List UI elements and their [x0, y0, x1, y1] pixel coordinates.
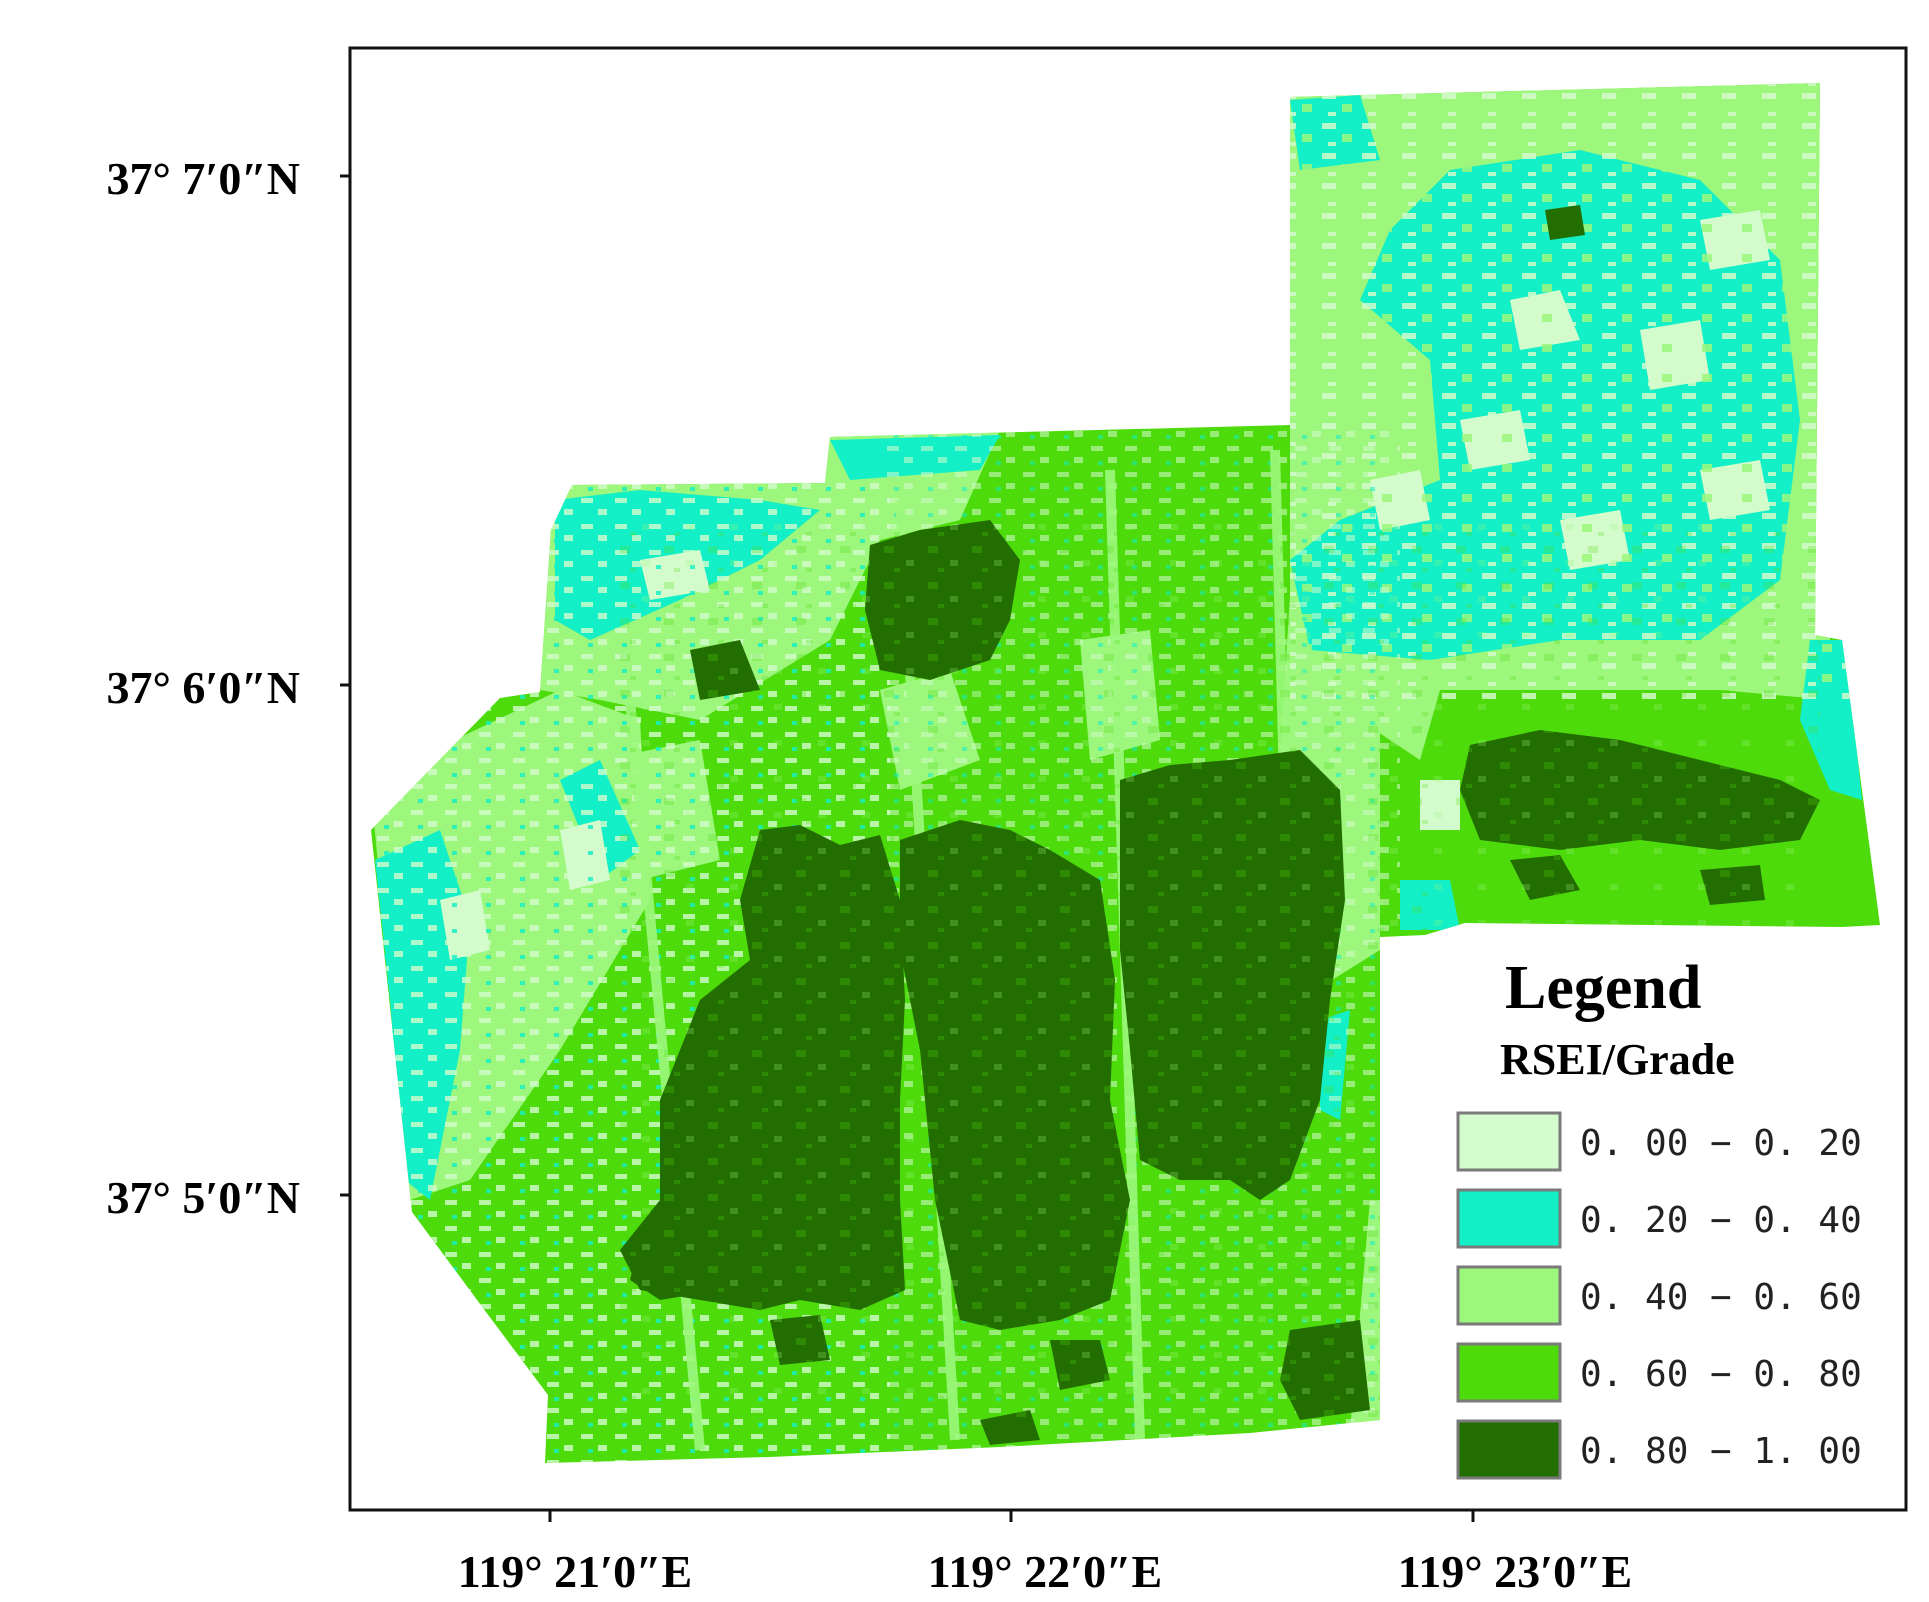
legend-swatch-1 [1456, 1111, 1562, 1172]
legend-label-2: 0. 20 − 0. 40 [1580, 1200, 1862, 1241]
legend-label-4: 0. 60 − 0. 80 [1580, 1354, 1862, 1395]
legend-subtitle: RSEI/Grade [1500, 1035, 1735, 1084]
legend-label-1: 0. 00 − 0. 20 [1580, 1123, 1862, 1164]
lat-label-1: 37° 7′0″N [107, 153, 300, 204]
legend-label-3: 0. 40 − 0. 60 [1580, 1277, 1862, 1318]
legend-title: Legend [1505, 954, 1701, 1022]
lat-label-2: 37° 6′0″N [107, 662, 300, 713]
legend-swatch-5 [1456, 1419, 1562, 1480]
legend-swatch-4 [1456, 1342, 1562, 1403]
legend-label-5: 0. 80 − 1. 00 [1580, 1431, 1862, 1472]
lon-label-3: 119° 23′0″E [1398, 1546, 1632, 1597]
legend-swatch-3 [1456, 1265, 1562, 1326]
graticule-ticks [340, 174, 1475, 1522]
legend-swatch-2 [1456, 1188, 1562, 1249]
legend: Legend RSEI/Grade 0. 00 − 0. 20 0. 20 − 0… [1456, 935, 1898, 1500]
map-frame [348, 46, 1908, 1512]
latitude-labels: 37° 7′0″N 37° 6′0″N 37° 5′0″N [107, 153, 300, 1223]
lat-label-3: 37° 5′0″N [107, 1172, 300, 1223]
lon-label-2: 119° 22′0″E [928, 1546, 1162, 1597]
lon-label-1: 119° 21′0″E [458, 1546, 692, 1597]
longitude-labels: 119° 21′0″E 119° 22′0″E 119° 23′0″E [458, 1546, 1632, 1597]
legend-rows: 0. 00 − 0. 20 0. 20 − 0. 40 0. 40 − 0. 60 0… [1456, 1111, 1862, 1480]
